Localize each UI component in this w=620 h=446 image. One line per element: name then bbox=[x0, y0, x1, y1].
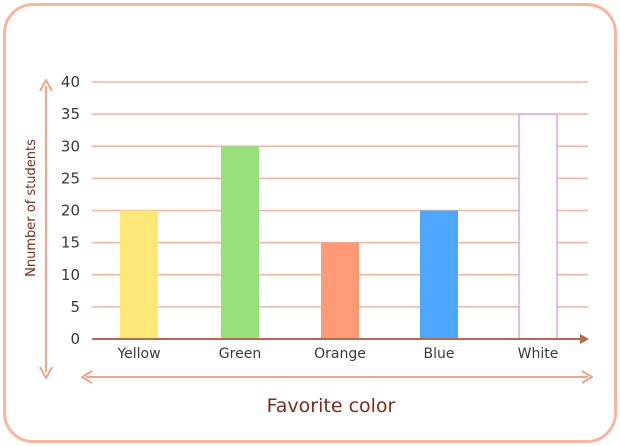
x-axis-label: Favorite color bbox=[267, 395, 396, 417]
bar-yellow bbox=[120, 210, 158, 339]
bar-blue bbox=[420, 210, 458, 339]
y-tick-label: 5 bbox=[70, 298, 80, 316]
y-axis-label: Nnumber of students bbox=[24, 139, 39, 277]
x-tick-label: Blue bbox=[424, 346, 455, 362]
x-tick-label: Green bbox=[219, 346, 261, 362]
x-arrowhead-left bbox=[81, 370, 93, 384]
x-axis-arrowhead bbox=[580, 334, 589, 344]
y-tick-label: 10 bbox=[61, 266, 80, 284]
chart-frame bbox=[3, 3, 617, 443]
x-arrowhead-right bbox=[581, 370, 593, 384]
y-tick-label: 15 bbox=[61, 234, 80, 252]
x-tick-labels: Yellow Green Orange Blue White bbox=[116, 346, 558, 362]
y-tick-label: 25 bbox=[61, 169, 80, 187]
y-tick-label: 35 bbox=[61, 105, 80, 123]
y-arrowhead-top bbox=[39, 79, 53, 92]
bars bbox=[120, 113, 558, 340]
axes bbox=[39, 79, 593, 384]
gridlines bbox=[92, 81, 588, 308]
x-tick-label: Yellow bbox=[116, 346, 160, 362]
x-tick-label: Orange bbox=[314, 346, 366, 362]
bar-white bbox=[518, 113, 558, 340]
bar-orange bbox=[321, 242, 359, 339]
y-tick-label: 40 bbox=[61, 73, 80, 91]
bar-green bbox=[221, 146, 259, 339]
y-tick-label: 0 bbox=[70, 330, 80, 348]
y-arrowhead-bottom bbox=[39, 366, 53, 379]
x-tick-label: White bbox=[518, 346, 559, 362]
y-tick-labels: 0 5 10 15 20 25 30 35 40 bbox=[61, 73, 80, 348]
y-tick-label: 30 bbox=[61, 137, 80, 155]
y-tick-label: 20 bbox=[61, 202, 80, 220]
